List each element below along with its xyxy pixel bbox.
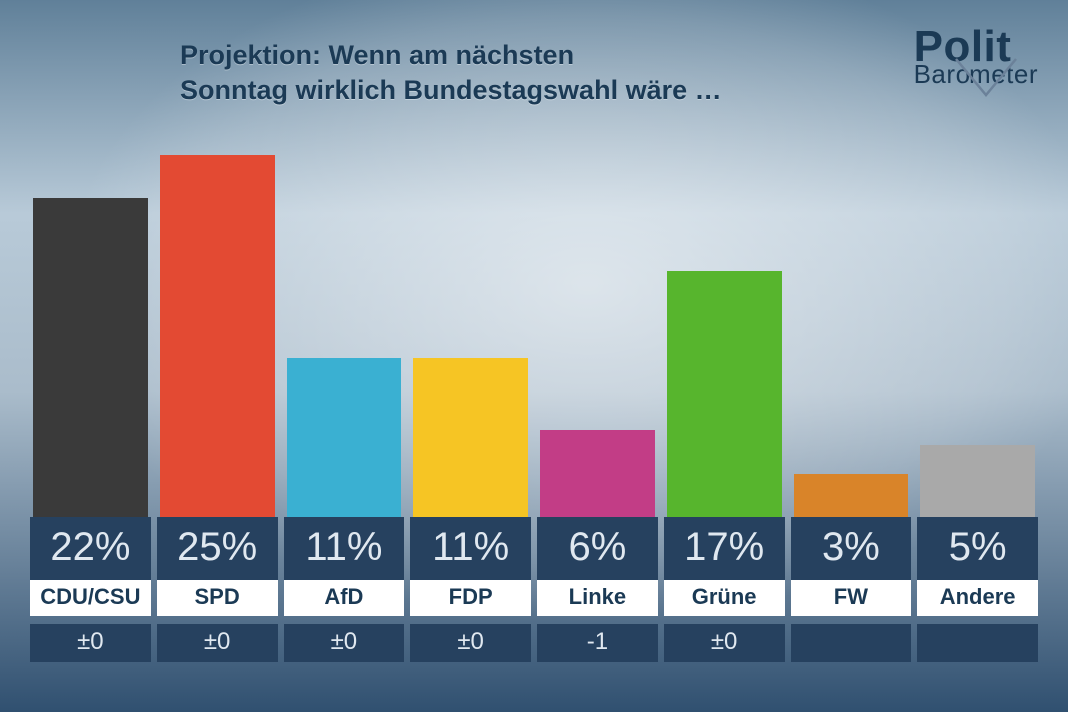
bar-area: [537, 155, 658, 517]
bar: [920, 445, 1035, 517]
chart-column: 6%Linke -1: [537, 155, 658, 662]
chart-column: 11%FDP ±0: [410, 155, 531, 662]
bar-area: [284, 155, 405, 517]
percent-label: 17%: [664, 517, 785, 580]
change-label: ±0: [664, 624, 785, 662]
percent-label: 11%: [284, 517, 405, 580]
chart-column: 3%FW: [791, 155, 912, 662]
party-name: Andere: [917, 580, 1038, 616]
bar: [540, 430, 655, 517]
chart-column: 11%AfD ±0: [284, 155, 405, 662]
bar-area: [664, 155, 785, 517]
percent-label: 5%: [917, 517, 1038, 580]
chart-title-line2: Sonntag wirklich Bundestagswahl wäre …: [180, 73, 722, 108]
bar: [413, 358, 528, 517]
chart-column: 25%SPD ±0: [157, 155, 278, 662]
bar: [794, 474, 909, 517]
bar: [287, 358, 402, 517]
party-name: Linke: [537, 580, 658, 616]
percent-label: 25%: [157, 517, 278, 580]
change-label: ±0: [284, 624, 405, 662]
chart-title: Projektion: Wenn am nächsten Sonntag wir…: [180, 38, 722, 108]
chart-title-line1: Projektion: Wenn am nächsten: [180, 38, 722, 73]
change-label: ±0: [30, 624, 151, 662]
party-name: CDU/CSU: [30, 580, 151, 616]
change-label: [917, 624, 1038, 662]
change-label: -1: [537, 624, 658, 662]
percent-label: 11%: [410, 517, 531, 580]
bar: [667, 271, 782, 517]
chart-column: 5%Andere: [917, 155, 1038, 662]
bar-area: [30, 155, 151, 517]
party-name: FW: [791, 580, 912, 616]
change-label: [791, 624, 912, 662]
party-name: SPD: [157, 580, 278, 616]
party-name: Grüne: [664, 580, 785, 616]
party-name: AfD: [284, 580, 405, 616]
logo-line2: Barometer: [914, 63, 1038, 85]
change-label: ±0: [410, 624, 531, 662]
bar-area: [410, 155, 531, 517]
politbarometer-logo: Polit Barometer: [914, 28, 1038, 85]
stage: Projektion: Wenn am nächsten Sonntag wir…: [0, 0, 1068, 712]
chart-column: 17%Grüne ±0: [664, 155, 785, 662]
bar-area: [791, 155, 912, 517]
bar: [33, 198, 148, 517]
change-label: ±0: [157, 624, 278, 662]
percent-label: 3%: [791, 517, 912, 580]
percent-label: 6%: [537, 517, 658, 580]
bar-area: [917, 155, 1038, 517]
chart-column: 22%CDU/CSU ±0: [30, 155, 151, 662]
bar-area: [157, 155, 278, 517]
party-name: FDP: [410, 580, 531, 616]
percent-label: 22%: [30, 517, 151, 580]
poll-bar-chart: 22%CDU/CSU±025%SPD±011%AfD±011%FDP±06%Li…: [30, 155, 1038, 662]
bar: [160, 155, 275, 517]
